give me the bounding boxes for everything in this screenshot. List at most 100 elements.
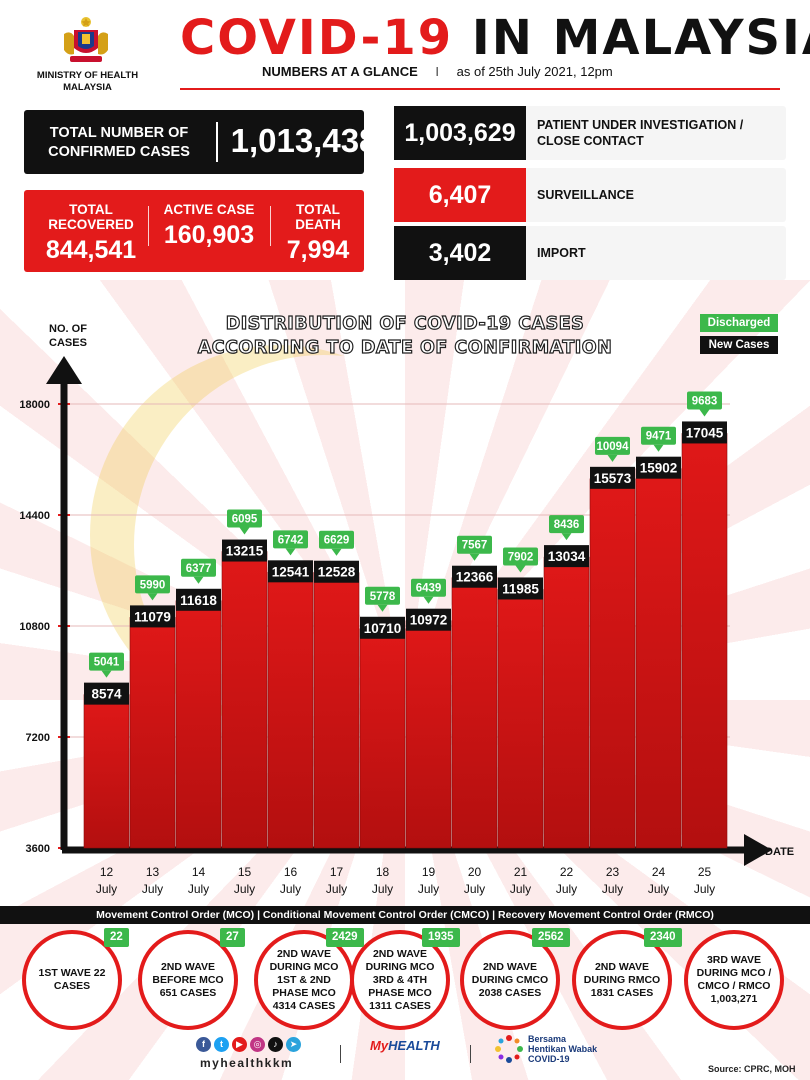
new-cases-label: 10710 (364, 621, 402, 636)
new-cases-label: 15902 (640, 461, 678, 476)
new-cases-label-bg (222, 539, 267, 562)
discharged-pointer-icon (699, 409, 710, 417)
discharged-pointer-icon (147, 593, 158, 601)
new-cases-label-bg (636, 456, 681, 479)
discharged-label-bg (687, 391, 722, 410)
x-tick-label: July (510, 882, 531, 896)
wave-tag: 27 (220, 928, 245, 947)
outcome-divider (270, 206, 271, 246)
new-cases-label: 15573 (594, 471, 632, 486)
new-cases-label-bg (406, 608, 451, 631)
bar (313, 572, 360, 849)
new-cases-label: 11079 (134, 609, 171, 624)
discharged-label: 8436 (554, 519, 580, 531)
bar (635, 468, 682, 849)
total-confirmed-box: TOTAL NUMBER OF CONFIRMED CASES 1,013,43… (24, 110, 377, 174)
new-cases-label-bg (176, 588, 221, 611)
myhealth-logo-health: HEALTH (388, 1038, 440, 1053)
discharged-label: 5778 (370, 591, 396, 603)
tiktok-icon[interactable]: ♪ (268, 1037, 283, 1052)
wave-tag: 2340 (644, 928, 682, 947)
y-tick-label: 3600 (26, 843, 50, 855)
total-divider (216, 122, 218, 162)
x-tick-label: July (464, 882, 485, 896)
discharged-label-bg (227, 509, 262, 528)
x-tick-label: 13 (146, 865, 160, 879)
death-stat: TOTAL DEATH 7,994 (274, 202, 362, 265)
new-cases-label: 13215 (226, 544, 264, 559)
header-rule (180, 88, 780, 90)
new-cases-label-bg (268, 560, 313, 583)
x-tick-label: 15 (238, 865, 252, 879)
x-tick-label: July (234, 882, 255, 896)
discharged-pointer-icon (285, 548, 296, 556)
discharged-label: 7567 (462, 540, 488, 552)
discharged-label-bg (641, 426, 676, 445)
ministry-label: MINISTRY OF HEALTH MALAYSIA (36, 70, 139, 93)
y-axis-arrow-icon (46, 356, 82, 384)
x-tick-label: July (602, 882, 623, 896)
mco-legend-bar: Movement Control Order (MCO) | Condition… (0, 906, 810, 924)
youtube-icon[interactable]: ▶ (232, 1037, 247, 1052)
x-tick-label: 18 (376, 865, 390, 879)
pui-label: PATIENT UNDER INVESTIGATION / CLOSE CONT… (537, 118, 744, 148)
discharged-label-bg (135, 575, 170, 594)
x-tick-label: 14 (192, 865, 206, 879)
surveillance-label: SURVEILLANCE (537, 188, 635, 202)
footer-divider (470, 1045, 471, 1063)
discharged-pointer-icon (607, 454, 618, 462)
x-tick-label: July (648, 882, 669, 896)
bar (129, 617, 176, 849)
active-label: ACTIVE CASE (163, 202, 255, 217)
discharged-label-bg (503, 547, 538, 566)
x-tick-label: July (694, 882, 715, 896)
recovered-stat: TOTAL RECOVERED 844,541 (30, 202, 152, 265)
discharged-label-bg (365, 586, 400, 605)
subtitle: NUMBERS AT A GLANCE I as of 25th July 20… (262, 64, 613, 79)
page-title: COVID-19 IN MALAYSIA (180, 10, 810, 68)
new-cases-label: 12541 (272, 564, 310, 579)
surveillance-row: 6,407 SURVEILLANCE (394, 168, 786, 222)
recovered-label: TOTAL RECOVERED (48, 202, 134, 232)
discharged-label-bg (273, 530, 308, 549)
x-tick-label: 21 (514, 865, 528, 879)
death-label: TOTAL DEATH (295, 202, 341, 232)
x-tick-label: July (280, 882, 301, 896)
discharged-label: 9471 (646, 431, 672, 443)
active-value: 160,903 (163, 221, 255, 249)
x-tick-label: July (372, 882, 393, 896)
x-tick-label: July (188, 882, 209, 896)
bar (267, 572, 314, 849)
discharged-label: 6095 (232, 514, 258, 526)
footer-divider (340, 1045, 341, 1063)
wave-tag: 22 (104, 928, 129, 947)
import-row: 3,402 IMPORT (394, 226, 786, 280)
telegram-icon[interactable]: ➤ (286, 1037, 301, 1052)
discharged-pointer-icon (653, 444, 664, 452)
x-tick-label: July (418, 882, 439, 896)
discharged-label: 10094 (597, 441, 630, 453)
new-cases-label-bg (130, 605, 175, 628)
twitter-icon[interactable]: t (214, 1037, 229, 1052)
discharged-pointer-icon (377, 604, 388, 612)
discharged-pointer-icon (193, 576, 204, 584)
facebook-icon[interactable]: f (196, 1037, 211, 1052)
discharged-pointer-icon (469, 553, 480, 561)
myhealth-logo: MyHEALTH (370, 1038, 440, 1053)
outcome-divider (148, 206, 149, 246)
x-tick-label: July (556, 882, 577, 896)
instagram-icon[interactable]: ◎ (250, 1037, 265, 1052)
discharged-pointer-icon (515, 565, 526, 573)
new-cases-label: 12528 (318, 565, 356, 580)
chart-legend: Discharged New Cases (700, 314, 778, 358)
discharged-label: 6742 (278, 534, 304, 546)
wave-circle: 3RD WAVE DURING MCO / CMCO / RMCO 1,003,… (684, 930, 784, 1030)
bar (221, 551, 268, 849)
discharged-pointer-icon (331, 548, 342, 556)
active-stat: ACTIVE CASE 160,903 (156, 202, 262, 250)
x-tick-label: 20 (468, 865, 482, 879)
discharged-pointer-icon (239, 527, 250, 535)
discharged-label: 5041 (94, 657, 120, 669)
outcome-box: TOTAL RECOVERED 844,541 ACTIVE CASE 160,… (24, 190, 364, 272)
new-cases-label: 11985 (502, 581, 539, 596)
